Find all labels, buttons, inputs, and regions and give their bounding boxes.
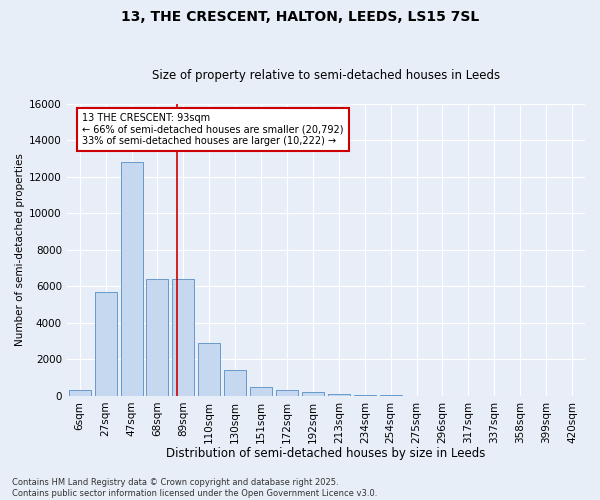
Bar	[328, 394, 350, 396]
X-axis label: Distribution of semi-detached houses by size in Leeds: Distribution of semi-detached houses by …	[166, 447, 485, 460]
Bar	[354, 395, 376, 396]
Bar	[121, 162, 143, 396]
Bar	[198, 343, 220, 396]
Bar	[146, 279, 169, 396]
Bar	[224, 370, 246, 396]
Bar	[172, 279, 194, 396]
Bar	[276, 390, 298, 396]
Bar	[250, 386, 272, 396]
Bar	[69, 390, 91, 396]
Title: Size of property relative to semi-detached houses in Leeds: Size of property relative to semi-detach…	[152, 69, 500, 82]
Bar	[95, 292, 116, 396]
Bar	[302, 392, 324, 396]
Text: 13 THE CRESCENT: 93sqm
← 66% of semi-detached houses are smaller (20,792)
33% of: 13 THE CRESCENT: 93sqm ← 66% of semi-det…	[82, 113, 344, 146]
Text: 13, THE CRESCENT, HALTON, LEEDS, LS15 7SL: 13, THE CRESCENT, HALTON, LEEDS, LS15 7S…	[121, 10, 479, 24]
Text: Contains HM Land Registry data © Crown copyright and database right 2025.
Contai: Contains HM Land Registry data © Crown c…	[12, 478, 377, 498]
Y-axis label: Number of semi-detached properties: Number of semi-detached properties	[15, 154, 25, 346]
